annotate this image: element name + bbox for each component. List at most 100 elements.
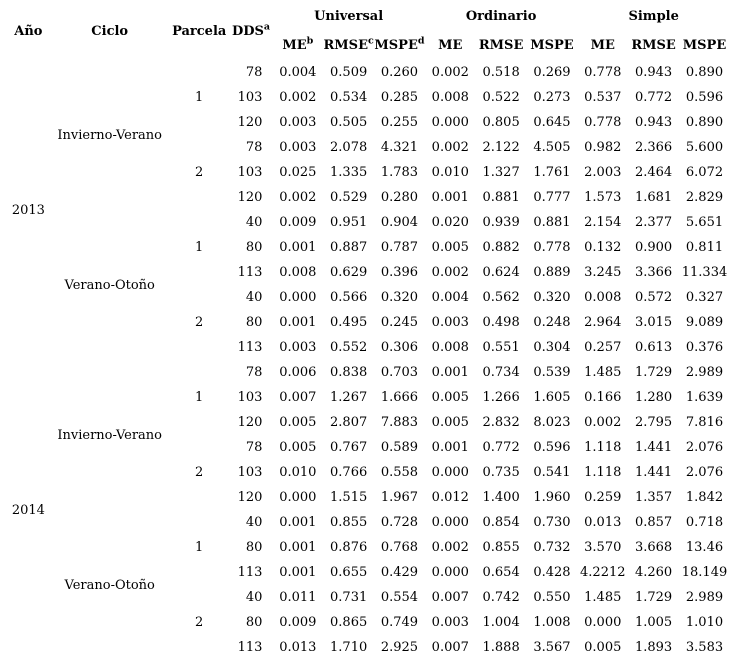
value-cell: 0.001 xyxy=(431,365,469,380)
col-header-dds: DDSa xyxy=(230,2,273,60)
table-row: 103 0.010 0.766 0.558 0.000 0.735 0.541 1.118 1.… xyxy=(6,460,730,485)
table-row: 103 0.025 1.335 1.783 0.010 1.327 1.761 2.003 2.… xyxy=(6,160,730,185)
value-cell: 2.366 xyxy=(634,140,673,155)
value-cell: 0.020 xyxy=(431,215,469,230)
value-cell: 1.266 xyxy=(482,390,520,405)
value-cell: 0.009 xyxy=(279,615,317,630)
table-row: 2014 Invierno-Verano 1 78 0.006 0.838 0.703 0.0… xyxy=(6,360,730,518)
value-cell: 0.255 xyxy=(380,115,419,130)
value-cell: 3.366 xyxy=(634,265,673,280)
value-cell: 0.013 xyxy=(584,515,622,530)
value-cell: 0.539 xyxy=(533,365,571,380)
value-cell: 0.887 xyxy=(330,240,368,255)
value-cell: 0.008 xyxy=(431,340,469,355)
value-cell: 0.002 xyxy=(279,190,317,205)
value-cell: 0.002 xyxy=(431,265,469,280)
metric-label: RMSE xyxy=(323,37,368,53)
value-cell: 0.006 xyxy=(279,365,317,380)
table-row: 103 0.007 1.267 1.666 0.005 1.266 1.605 0.166 1.… xyxy=(6,385,730,410)
value-cell: 1.967 xyxy=(380,490,419,505)
value-cell: 0.890 xyxy=(685,65,724,80)
value-cell: 0.654 xyxy=(482,565,520,580)
value-cell: 0.000 xyxy=(279,290,317,305)
value-cell: 0.396 xyxy=(380,265,419,280)
value-cell: 1.005 xyxy=(634,615,673,630)
table-row: 80 0.001 0.876 0.768 0.002 0.855 0.732 3.570 3.6… xyxy=(6,535,730,560)
footnote-marker-c: c xyxy=(367,35,374,47)
value-cell: 0.572 xyxy=(634,290,673,305)
table-row: 80 0.009 0.865 0.749 0.003 1.004 1.008 0.000 1.0… xyxy=(6,610,730,635)
value-cell: 0.505 xyxy=(330,115,368,130)
value-cell: 0.001 xyxy=(279,315,317,330)
value-cell: 0.306 xyxy=(380,340,419,355)
value-cell: 0.327 xyxy=(685,290,724,305)
value-cell: 0.854 xyxy=(482,515,520,530)
table-row: Verano-Otoño 1 40 0.001 0.855 0.728 0.000 0.854… xyxy=(6,510,730,593)
value-cell: 1.605 xyxy=(533,390,571,405)
value-cell: 0.002 xyxy=(431,140,469,155)
value-cell: 0.012 xyxy=(431,490,469,505)
value-cell: 2.925 xyxy=(380,640,419,655)
value-cell: 0.280 xyxy=(380,190,419,205)
value-cell: 4.2212 xyxy=(580,565,626,580)
value-cell: 0.624 xyxy=(482,265,520,280)
value-cell: 0.000 xyxy=(584,615,622,630)
value-cell: 0.009 xyxy=(279,215,317,230)
value-cell: 0.589 xyxy=(380,440,419,455)
value-cell: 1.441 xyxy=(634,440,673,455)
col-header-universal-me: MEb xyxy=(272,30,323,60)
parcela-cell: 2 xyxy=(195,615,204,630)
table-row: 2013 Invierno-Verano 1 78 0.004 0.509 0.260 0.0… xyxy=(6,60,730,218)
value-cell: 1.960 xyxy=(533,490,571,505)
table-row: 2 78 0.005 0.767 0.589 0.001 0.772 0.596 1.118 1.… xyxy=(6,435,730,480)
col-header-simple-mspe: MSPE xyxy=(682,37,727,53)
value-cell: 0.655 xyxy=(330,565,368,580)
value-cell: 0.943 xyxy=(634,65,673,80)
value-cell: 0.304 xyxy=(533,340,571,355)
value-cell: 0.004 xyxy=(431,290,469,305)
value-cell: 0.005 xyxy=(584,640,622,655)
value-cell: 2.078 xyxy=(330,140,368,155)
results-table: Año Ciclo Parcela DDSa Universal Ordinar… xyxy=(6,2,730,660)
value-cell: 0.529 xyxy=(330,190,368,205)
value-cell: 0.007 xyxy=(279,390,317,405)
col-header-ano: Año xyxy=(14,23,43,39)
value-cell: 0.787 xyxy=(380,240,419,255)
value-cell: 2.076 xyxy=(685,465,724,480)
value-cell: 1.118 xyxy=(584,465,622,480)
value-cell: 0.257 xyxy=(584,340,622,355)
table-row: 113 0.001 0.655 0.429 0.000 0.654 0.428 4.2212 4… xyxy=(6,560,730,585)
table-row: 2 78 0.003 2.078 4.321 0.002 2.122 4.505 0.982 2.… xyxy=(6,135,730,180)
value-cell: 0.889 xyxy=(533,265,571,280)
value-cell: 0.004 xyxy=(279,65,317,80)
value-cell: 0.596 xyxy=(533,440,571,455)
value-cell: 0.008 xyxy=(431,90,469,105)
value-cell: 0.001 xyxy=(279,540,317,555)
table-row: 120 0.002 0.529 0.280 0.001 0.881 0.777 1.573 1.… xyxy=(6,185,730,210)
value-cell: 0.730 xyxy=(533,515,571,530)
group-header-ordinario: Ordinario xyxy=(465,8,537,24)
value-cell: 4.321 xyxy=(380,140,419,155)
parcela-cell: 1 xyxy=(195,390,204,405)
parcela-cell: 2 xyxy=(195,165,204,180)
value-cell: 0.537 xyxy=(584,90,622,105)
value-cell: 0.429 xyxy=(380,565,419,580)
value-cell: 0.428 xyxy=(533,565,571,580)
value-cell: 0.951 xyxy=(330,215,368,230)
parcela-cell: 1 xyxy=(195,540,204,555)
value-cell: 0.811 xyxy=(685,240,724,255)
value-cell: 3.015 xyxy=(634,315,673,330)
value-cell: 0.007 xyxy=(431,640,469,655)
dds-cell: 103 xyxy=(237,165,263,180)
value-cell: 0.002 xyxy=(584,415,622,430)
table-header: Año Ciclo Parcela DDSa Universal Ordinar… xyxy=(6,2,730,60)
value-cell: 0.541 xyxy=(533,465,571,480)
value-cell: 0.703 xyxy=(380,365,419,380)
value-cell: 0.904 xyxy=(380,215,419,230)
dds-cell: 120 xyxy=(237,190,263,205)
dds-cell: 113 xyxy=(237,565,263,580)
cycle-cell: Verano-Otoño xyxy=(64,277,155,293)
value-cell: 1.008 xyxy=(533,615,571,630)
dds-cell: 40 xyxy=(245,215,263,230)
value-cell: 0.000 xyxy=(431,115,469,130)
